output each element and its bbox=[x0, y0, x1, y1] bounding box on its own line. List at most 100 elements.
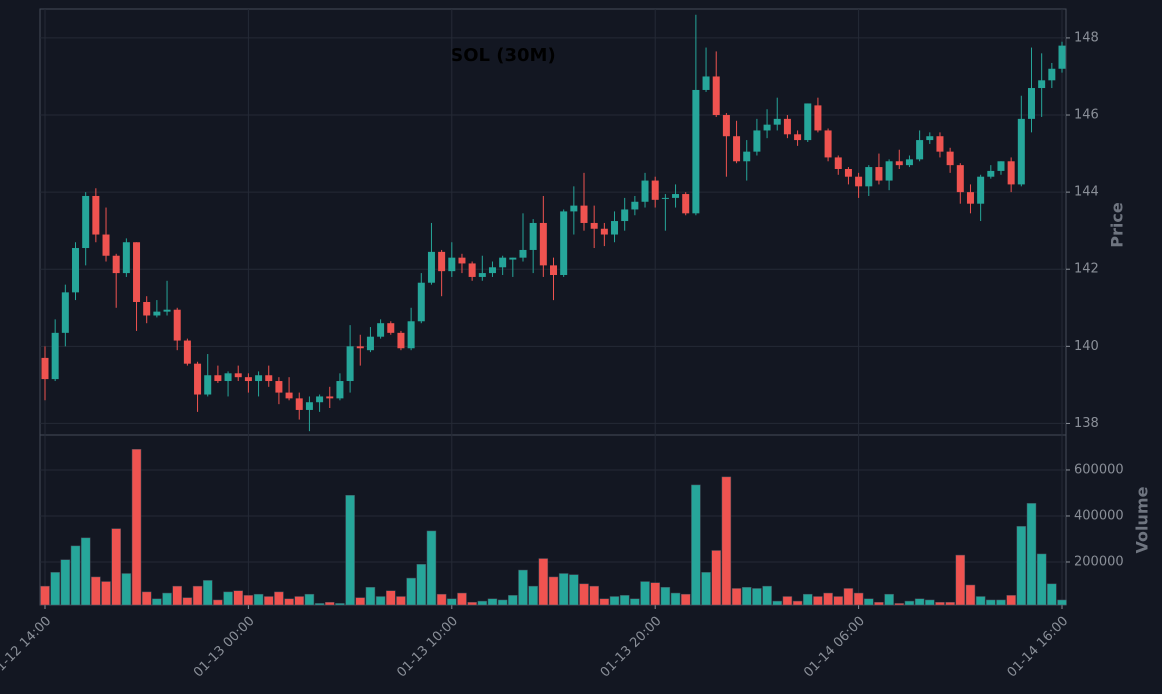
candle-body bbox=[377, 323, 385, 337]
candle-body bbox=[895, 161, 903, 166]
candle-body bbox=[956, 165, 964, 193]
candle-body bbox=[244, 377, 252, 382]
volume-bar bbox=[314, 603, 325, 606]
volume-bar bbox=[670, 592, 681, 606]
volume-bar bbox=[955, 554, 966, 606]
volume-bar bbox=[914, 598, 925, 606]
candle-body bbox=[804, 103, 812, 141]
candle-body bbox=[427, 251, 435, 283]
volume-bar bbox=[396, 596, 406, 606]
volume-bar bbox=[589, 585, 599, 606]
candle-body bbox=[783, 118, 791, 135]
candle-body bbox=[621, 209, 629, 222]
volume-bar bbox=[223, 591, 233, 606]
candle-body bbox=[966, 192, 974, 204]
candle-body bbox=[214, 375, 222, 382]
volume-bar bbox=[121, 573, 132, 606]
candle-body bbox=[519, 249, 527, 258]
volume-bar bbox=[680, 593, 691, 606]
candle-body bbox=[1007, 161, 1015, 185]
volume-bar bbox=[864, 598, 874, 606]
candle-body bbox=[122, 242, 130, 274]
candle-body bbox=[987, 170, 995, 177]
candle-body bbox=[509, 257, 517, 260]
volume-bar bbox=[111, 528, 121, 606]
volume-bar bbox=[792, 600, 803, 606]
volume-bar bbox=[975, 596, 986, 606]
volume-bar bbox=[375, 596, 386, 606]
candle-body bbox=[997, 161, 1005, 171]
volume-bar bbox=[477, 600, 488, 606]
volume-bar bbox=[945, 601, 955, 606]
volume-bar bbox=[304, 593, 315, 606]
volume-bar bbox=[691, 484, 701, 606]
candle-body bbox=[326, 396, 334, 399]
volume-bar bbox=[91, 576, 101, 606]
candle-body bbox=[905, 159, 913, 166]
volume-bar bbox=[782, 596, 793, 606]
candle-body bbox=[224, 373, 232, 382]
volume-bar bbox=[528, 585, 538, 606]
volume-bar bbox=[569, 574, 579, 606]
volume-bar bbox=[731, 588, 742, 606]
candle-body bbox=[61, 292, 69, 333]
volume-bar bbox=[752, 588, 762, 606]
y-tick-label: 148 bbox=[1074, 30, 1099, 45]
volume-bar bbox=[406, 577, 416, 606]
volume-bar bbox=[650, 582, 660, 606]
candle-body bbox=[133, 242, 141, 302]
volume-bar bbox=[497, 599, 508, 606]
volume-bar bbox=[619, 595, 630, 606]
candle-body bbox=[397, 332, 405, 349]
candle-body bbox=[1017, 118, 1025, 185]
volume-bar bbox=[965, 584, 976, 606]
y-tick-label: 144 bbox=[1074, 185, 1099, 200]
candle-body bbox=[51, 332, 59, 380]
candle-body bbox=[1027, 88, 1035, 119]
volume-bar bbox=[660, 587, 671, 606]
volume-bar bbox=[640, 581, 650, 606]
candle-body bbox=[499, 257, 507, 268]
candle-body bbox=[631, 201, 639, 210]
volume-bar bbox=[202, 580, 213, 606]
volume-bar bbox=[721, 476, 732, 606]
volume-bar bbox=[1016, 526, 1027, 606]
candle-body bbox=[926, 136, 934, 141]
candle-body bbox=[916, 140, 924, 160]
candle-body bbox=[163, 309, 171, 312]
candle-body bbox=[295, 398, 303, 410]
candle-body bbox=[407, 321, 415, 349]
candle-body bbox=[946, 151, 954, 166]
y-axis-label: Price bbox=[1108, 202, 1127, 248]
volume-bar bbox=[538, 558, 549, 606]
candle-body bbox=[1058, 45, 1066, 69]
candle-body bbox=[366, 336, 374, 351]
candle-body bbox=[885, 161, 893, 181]
candle-body bbox=[570, 205, 578, 212]
volume-bar bbox=[447, 598, 457, 606]
candle-body bbox=[865, 167, 873, 187]
candle-body bbox=[550, 265, 557, 276]
candle-body bbox=[936, 136, 944, 152]
candle-body bbox=[387, 323, 395, 333]
volume-bar bbox=[416, 564, 427, 606]
candle-body bbox=[743, 151, 751, 162]
candle-body bbox=[692, 89, 700, 214]
candle-body bbox=[448, 257, 456, 272]
candle-body bbox=[794, 134, 802, 141]
volume-bar bbox=[233, 590, 243, 606]
candle-body bbox=[153, 311, 161, 316]
volume-bar bbox=[548, 576, 559, 606]
candle-body bbox=[194, 363, 202, 395]
volume-bar bbox=[335, 603, 345, 606]
candle-body bbox=[712, 76, 720, 116]
volume-bar bbox=[426, 530, 437, 606]
candle-body bbox=[336, 381, 344, 399]
y-tick-label: 140 bbox=[1074, 339, 1099, 354]
volume-bar bbox=[345, 495, 355, 606]
candle-body bbox=[92, 195, 100, 235]
candle-body bbox=[1048, 68, 1056, 81]
volume-bar bbox=[803, 593, 813, 606]
candle-body bbox=[488, 267, 496, 274]
